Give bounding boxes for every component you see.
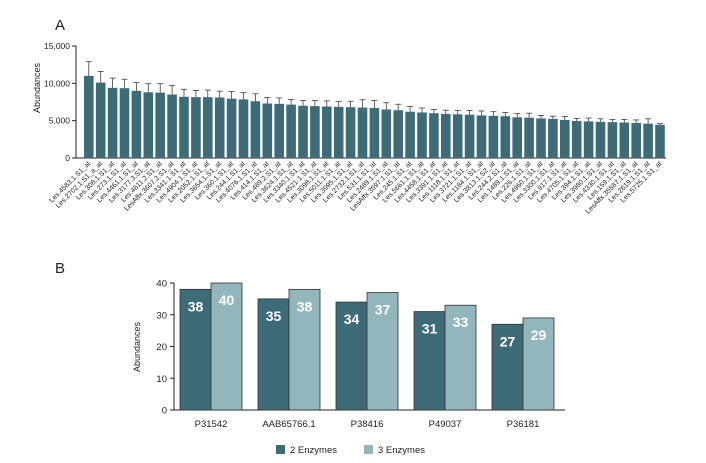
panel-a-bar	[393, 110, 403, 158]
panel-b-data-label: 34	[344, 311, 360, 327]
panel-b-data-label: 38	[188, 298, 204, 314]
panel-b-bar-3-enzymes	[522, 317, 555, 411]
panel-a-y-tick-label: 0	[65, 153, 70, 163]
panel-b-y-tick-label: 10	[156, 374, 167, 385]
panel-a-bar	[333, 106, 344, 158]
panel-a-bar	[143, 92, 154, 158]
panel-b-plot: 0 10 20 30 40 38 40 P31542 35 38 AAB65766.1 34 37 P38…	[156, 279, 555, 430]
panel-b-x-tick-label: P31542	[195, 419, 228, 430]
panel-b-x-tick-label: P36181	[507, 419, 540, 430]
panel-b-bar-3-enzymes	[366, 292, 399, 411]
panel-a-bar	[131, 90, 142, 158]
panel-a-bar	[381, 109, 392, 158]
panel-a-bar	[298, 105, 308, 158]
panel-b-bar-3-enzymes	[444, 304, 477, 411]
panel-a-label: A	[55, 17, 65, 34]
panel-a-bar	[655, 124, 665, 158]
panel-b-y-tick-label: 0	[162, 406, 167, 417]
panel-a-bar	[571, 121, 582, 158]
panel-b-x-tick-label: P38416	[351, 419, 384, 430]
panel-a-bar	[512, 117, 522, 158]
panel-b-y-tick-label: 30	[156, 310, 167, 321]
panel-a-bar	[214, 97, 225, 158]
panel-a-bar	[631, 122, 641, 158]
panel-a-bar	[607, 122, 618, 158]
panel-a-y-axis-title: Abundances	[32, 62, 42, 113]
panel-a-bar	[464, 114, 475, 158]
panel-a-y-tick-label: 5,000	[49, 116, 71, 126]
panel-b-y-tick-label: 40	[156, 279, 167, 290]
panel-a-bar	[452, 114, 463, 158]
panel-a-bar	[560, 119, 570, 158]
panel-a-plot: 05,00010,00015,000Les.4583.1.S1_atLes.27…	[44, 41, 665, 215]
panel-b-bar-2-enzymes	[335, 301, 368, 411]
panel-a-bar	[345, 107, 356, 158]
panel-a-bar	[226, 98, 237, 158]
panel-a-bar	[84, 75, 94, 158]
panel-a-bar	[619, 122, 630, 158]
panel-b-label: B	[55, 260, 65, 277]
panel-a-bar	[167, 94, 177, 158]
panel-b-data-label: 33	[453, 314, 469, 330]
panel-b-x-tick-label: P49037	[429, 419, 462, 430]
panel-b-data-label: 27	[500, 333, 516, 349]
panel-b-data-label: 38	[297, 298, 313, 314]
panel-a-bar	[262, 103, 273, 158]
panel-a-bar	[95, 82, 106, 158]
panel-a-bar	[274, 103, 284, 158]
panel-a-bar	[488, 115, 499, 158]
legend-swatch-2-enzymes	[276, 445, 285, 454]
panel-a-bar	[595, 121, 606, 158]
panel-b-data-label: 37	[375, 302, 391, 318]
panel-a-bar	[203, 97, 213, 158]
panel-b-data-label: 29	[531, 327, 547, 343]
panel-a-bar	[476, 115, 487, 158]
panel-a-bar	[238, 99, 249, 158]
panel-a-bar	[310, 106, 320, 158]
panel-b-data-label: 40	[219, 292, 235, 308]
panel-a-bar	[357, 107, 368, 158]
panel-b-bar-3-enzymes	[288, 288, 321, 411]
panel-b-bar-2-enzymes	[257, 298, 290, 411]
panel-a-bar	[643, 123, 653, 158]
legend-swatch-3-enzymes	[364, 445, 373, 454]
panel-a-y-tick-label: 15,000	[44, 41, 70, 51]
panel-a-y-tick-label: 10,000	[44, 78, 70, 88]
panel-a-bar	[286, 104, 296, 158]
panel-a-bar	[500, 116, 511, 158]
panel-a-bar	[536, 118, 546, 158]
panel-b-bar-3-enzymes	[210, 282, 243, 411]
legend: 2 Enzymes 3 Enzymes	[276, 445, 425, 456]
panel-a-bar	[583, 121, 594, 158]
panel-a-bar	[250, 101, 261, 158]
legend-label-3-enzymes: 3 Enzymes	[378, 445, 425, 456]
panel-b-y-axis-title: Abundances	[132, 321, 142, 372]
panel-a-bar	[155, 92, 165, 158]
panel-a-bar	[107, 87, 118, 158]
panel-a-bar	[417, 112, 427, 158]
panel-a-bar	[191, 97, 201, 158]
panel-a-bar	[179, 96, 189, 158]
panel-a-bar	[429, 113, 439, 158]
panel-a-bar	[119, 88, 130, 158]
panel-a-bar	[369, 107, 380, 158]
panel-b-bar-2-enzymes	[179, 288, 212, 411]
panel-a-bar	[524, 117, 534, 158]
panel-a-bar	[441, 113, 451, 158]
panel-a-bar	[405, 111, 415, 158]
panel-b-data-label: 35	[266, 308, 282, 324]
panel-a-bar	[322, 106, 332, 158]
legend-label-2-enzymes: 2 Enzymes	[290, 445, 337, 456]
panel-b-data-label: 31	[422, 321, 438, 337]
panel-a-bar	[548, 118, 558, 158]
panel-b-x-tick-label: AAB65766.1	[262, 419, 315, 430]
panel-b-y-tick-label: 20	[156, 342, 167, 353]
